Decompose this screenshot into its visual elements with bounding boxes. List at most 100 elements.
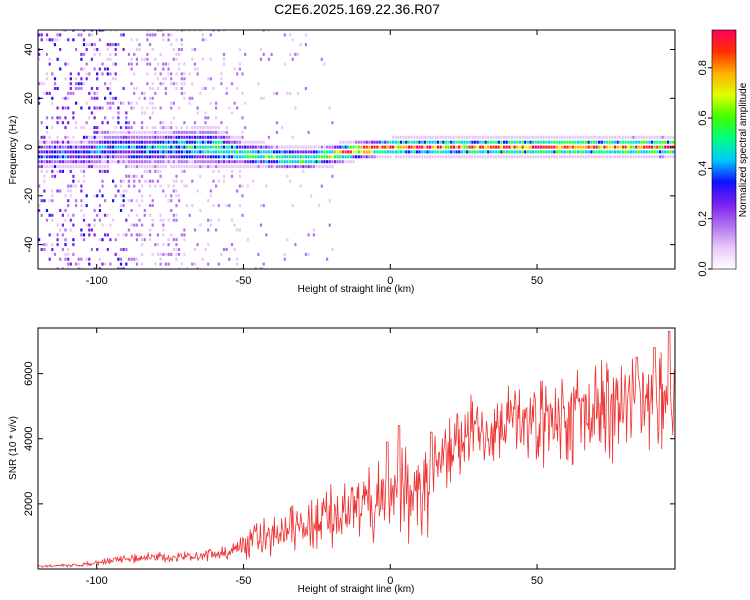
- spectrogram-cell: [96, 155, 99, 159]
- spectrogram-cell: [410, 135, 413, 139]
- spectrogram-cell: [106, 213, 109, 217]
- spectrogram-cell: [170, 130, 173, 134]
- spectrogram-cell: [146, 106, 149, 110]
- spectrogram-cell: [56, 169, 59, 173]
- spectrogram-cell: [436, 155, 440, 159]
- spectrogram-cell: [598, 145, 601, 149]
- spectrogram-cell: [584, 135, 588, 139]
- spectrogram-cell: [117, 135, 120, 139]
- spectrogram-cell: [608, 155, 611, 159]
- spectrogram-cell: [220, 82, 223, 86]
- spectrogram-cell: [608, 135, 611, 139]
- spectrogram-cell: [294, 165, 297, 169]
- spectrogram-cell: [629, 135, 632, 139]
- spectrogram-cell: [333, 160, 337, 164]
- spectrogram-cell: [360, 145, 363, 149]
- spectrogram-cell: [505, 145, 508, 149]
- spectrogram-cell: [547, 155, 551, 159]
- spectrogram-cell: [236, 189, 239, 193]
- spectrogram-cell: [220, 135, 223, 139]
- spectrogram-cell: [339, 160, 342, 164]
- spectrogram-cell: [180, 145, 183, 149]
- spectrogram-cell: [524, 150, 527, 154]
- spectrogram-y-tick-label: 0: [23, 144, 35, 150]
- spectrogram-cell: [315, 155, 318, 159]
- spectrogram-cell: [40, 135, 43, 139]
- spectrogram-cell: [130, 101, 133, 105]
- spectrogram-cell: [394, 140, 397, 144]
- spectrogram-cell: [262, 160, 265, 164]
- spectrogram-cell: [59, 150, 62, 154]
- spectrogram-cell: [80, 189, 83, 193]
- spectrogram-cell: [339, 145, 342, 149]
- spectrogram-cell: [180, 30, 183, 32]
- spectrogram-cell: [265, 155, 268, 159]
- spectrogram-cell: [436, 135, 440, 139]
- spectrogram-cell: [312, 228, 315, 232]
- spectrogram-cell: [381, 150, 384, 154]
- spectrogram-cell: [45, 72, 49, 76]
- spectrogram-cell: [537, 140, 540, 144]
- spectrogram-cell: [230, 140, 234, 144]
- spectrogram-cell: [267, 145, 270, 149]
- spectrogram-cell: [196, 145, 199, 149]
- spectrogram-cell: [320, 150, 323, 154]
- spectrogram-cell: [106, 145, 109, 149]
- spectrogram-cell: [550, 145, 553, 149]
- spectrogram-cell: [146, 169, 149, 173]
- spectrogram-cell: [185, 165, 189, 169]
- spectrogram-cell: [661, 150, 664, 154]
- spectrogram-cell: [172, 150, 175, 154]
- spectrogram-cell: [98, 145, 101, 149]
- spectrogram-cell: [637, 150, 640, 154]
- spectrogram-cell: [167, 218, 170, 222]
- spectrogram-cell: [204, 121, 207, 125]
- spectrogram-cell: [112, 62, 115, 66]
- spectrogram-cell: [69, 91, 72, 95]
- spectrogram-cell: [180, 135, 183, 139]
- spectrogram-cell: [82, 38, 86, 42]
- spectrogram-cell: [304, 145, 307, 149]
- spectrogram-cell: [426, 140, 429, 144]
- spectrogram-cell: [67, 96, 70, 100]
- spectrogram-cell: [146, 38, 149, 42]
- spectrogram-cell: [236, 257, 239, 261]
- spectrogram-cell: [72, 160, 75, 164]
- spectrogram-cell: [125, 111, 128, 115]
- spectrogram-cell: [82, 140, 86, 144]
- spectrogram-cell: [304, 150, 307, 154]
- spectrogram-cell: [521, 145, 524, 149]
- spectrogram-cell: [114, 30, 117, 32]
- spectrogram-cell: [185, 130, 189, 134]
- spectrogram-cell: [133, 106, 136, 110]
- spectrogram-cell: [77, 140, 80, 144]
- spectrogram-cell: [43, 91, 46, 95]
- spectrogram-cell: [172, 48, 175, 51]
- spectrogram-cell: [138, 135, 141, 139]
- spectrogram-cell: [352, 140, 355, 144]
- spectrogram-cell: [236, 160, 239, 164]
- spectrogram-cell: [149, 87, 152, 90]
- spectrogram-cell: [199, 174, 202, 178]
- spectrogram-cell: [526, 140, 529, 144]
- spectrogram-cell: [569, 140, 572, 144]
- spectrogram-cell: [64, 257, 67, 261]
- spectrogram-cell: [185, 267, 189, 269]
- spectrogram-cell: [77, 87, 80, 90]
- spectrogram-cell: [156, 135, 160, 139]
- spectrogram-cell: [267, 57, 270, 61]
- spectrogram-cell: [466, 135, 469, 139]
- spectrogram-cell: [207, 228, 210, 232]
- spectrogram-cell: [154, 243, 157, 247]
- spectrogram-cell: [133, 52, 136, 56]
- spectrogram-cell: [98, 38, 101, 42]
- spectrogram-cell: [162, 77, 165, 81]
- spectrogram-cell: [56, 223, 59, 227]
- spectrogram-cell: [125, 174, 128, 178]
- spectrogram-cell: [487, 155, 490, 159]
- spectrogram-cell: [185, 155, 189, 159]
- spectrogram-cell: [141, 140, 144, 144]
- spectrogram-cell: [106, 57, 109, 61]
- spectrogram-cell: [162, 140, 165, 144]
- spectrogram-cell: [648, 145, 651, 149]
